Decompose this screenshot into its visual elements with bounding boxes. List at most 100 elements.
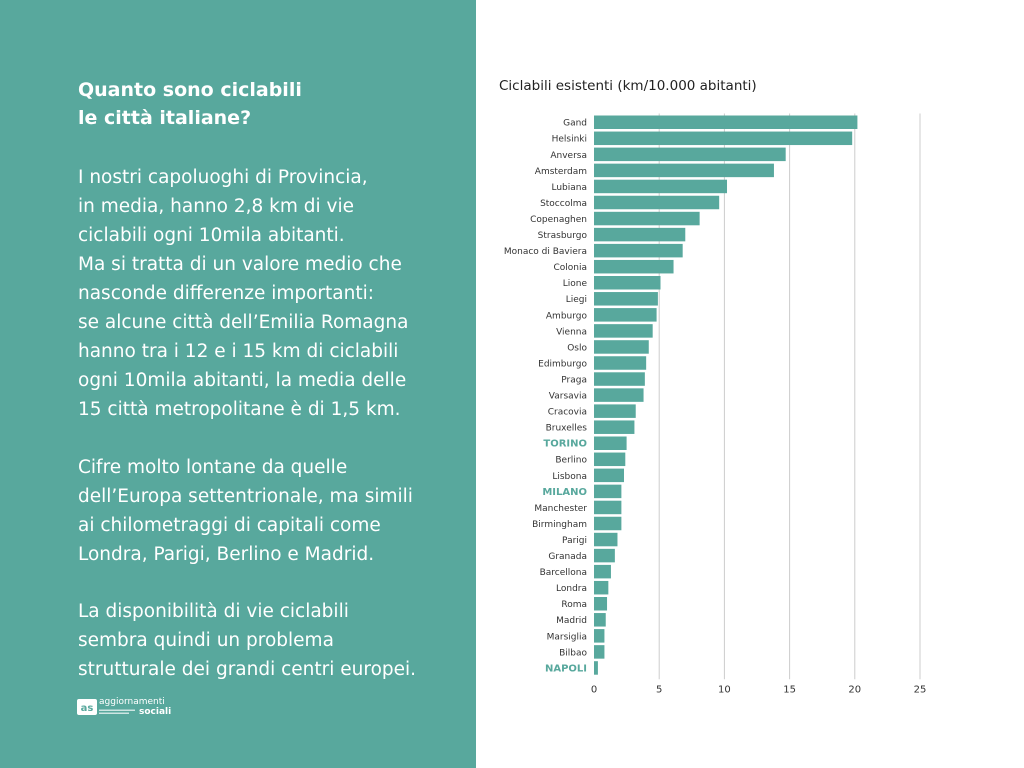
x-tick-label: 10: [718, 684, 731, 695]
category-label: Cracovia: [548, 408, 587, 418]
category-label: Liegi: [566, 295, 587, 305]
category-label: Roma: [561, 600, 587, 610]
bar: [594, 147, 786, 162]
paragraph-line: hanno tra i 12 e i 15 km di ciclabili: [78, 341, 399, 362]
category-label: Granada: [548, 552, 587, 562]
paragraph-line: ogni 10mila abitanti, la media delle: [78, 370, 407, 391]
paragraph-line: Cifre molto lontane da quelle: [78, 457, 348, 478]
paragraph-line: nasconde differenze importanti:: [78, 283, 374, 304]
category-label: Anversa: [550, 151, 587, 161]
category-label: Bilbao: [559, 648, 587, 658]
category-label: Manchester: [534, 504, 587, 514]
category-label: Lisbona: [552, 472, 587, 482]
bar: [594, 661, 598, 675]
bar: [594, 259, 674, 274]
bar: [594, 388, 644, 402]
bar: [594, 324, 653, 338]
category-label: Monaco di Baviera: [504, 247, 587, 257]
bar: [594, 436, 627, 450]
x-tick-label: 20: [848, 684, 861, 695]
bar: [594, 227, 686, 242]
category-label: Birmingham: [532, 520, 587, 530]
category-label: Barcellona: [540, 568, 587, 578]
bar: [594, 452, 626, 467]
bar: [594, 468, 624, 483]
left-panel: Quanto sono ciclabili le città italiane?…: [0, 0, 476, 768]
category-label: NAPOLI: [545, 663, 587, 674]
bar: [594, 163, 774, 178]
bar: [594, 580, 609, 595]
logo-text-line-1: aggiornamenti: [99, 697, 165, 707]
x-tick-label: 15: [783, 684, 796, 695]
bar: [594, 292, 658, 306]
logo-fine-print-icon: [99, 709, 135, 714]
x-tick-label: 25: [914, 684, 927, 695]
category-label: Gand: [563, 119, 587, 129]
logo-mark-icon: as: [77, 699, 97, 715]
category-label: Edimburgo: [538, 359, 587, 369]
paragraph-line: in media, hanno 2,8 km di vie: [78, 196, 354, 217]
paragraph-line: se alcune città dell’Emilia Romagna: [78, 312, 409, 333]
paragraph-3: La disponibilità di vie ciclabili sembra …: [78, 597, 458, 684]
bar: [594, 179, 728, 194]
paragraph-line: Ma si tratta di un valore medio che: [78, 254, 402, 275]
bar: [594, 484, 622, 499]
bar: [594, 356, 647, 370]
x-tick-label: 0: [591, 684, 597, 695]
paragraph-line: 15 città metropolitane è di 1,5 km.: [78, 399, 401, 420]
bar: [594, 115, 858, 129]
bar: [594, 211, 700, 226]
paragraph-line: sembra quindi un problema: [78, 630, 334, 651]
bar: [594, 340, 649, 354]
x-tick-label: 5: [656, 684, 662, 695]
bar: [594, 613, 606, 627]
bar: [594, 308, 657, 322]
paragraph-line: Londra, Parigi, Berlino e Madrid.: [78, 544, 375, 565]
bar: [594, 372, 645, 386]
category-label: Lione: [563, 279, 588, 289]
category-label: Londra: [556, 584, 587, 594]
chart-title: Ciclabili esistenti (km/10.000 abitanti): [499, 78, 757, 94]
category-label: Parigi: [562, 536, 587, 546]
category-label: Copenaghen: [530, 215, 587, 225]
bar: [594, 276, 661, 290]
category-label: TORINO: [543, 439, 587, 450]
category-label: Oslo: [567, 343, 587, 353]
bar: [594, 629, 605, 643]
category-label: Lubiana: [551, 183, 587, 193]
paragraph-line: ciclabili ogni 10mila abitanti.: [78, 225, 345, 246]
category-label: Berlino: [555, 456, 587, 466]
category-label: Amsterdam: [535, 167, 587, 177]
paragraph-1: I nostri capoluoghi di Provincia, in medi…: [78, 163, 458, 424]
bar: [594, 420, 635, 434]
category-label: Strasburgo: [538, 231, 588, 241]
category-label: Bruxelles: [546, 424, 588, 434]
paragraph-line: La disponibilità di vie ciclabili: [78, 601, 349, 622]
title-line-1: Quanto sono ciclabili: [78, 79, 302, 101]
category-label: Stoccolma: [540, 199, 587, 209]
bar: [594, 500, 622, 515]
bar: [594, 548, 615, 563]
category-label: Vienna: [556, 327, 587, 337]
bar: [594, 404, 636, 418]
paragraph-line: dell’Europa settentrionale, ma simili: [78, 486, 413, 507]
category-label: Amburgo: [546, 311, 588, 321]
category-label: Madrid: [556, 616, 587, 626]
svg-text:as: as: [81, 703, 94, 714]
bar: [594, 243, 683, 258]
category-label: Marsiglia: [547, 632, 587, 642]
paragraph-line: ai chilometraggi di capitali come: [78, 515, 381, 536]
paragraph-line: strutturale dei grandi centri europei.: [78, 659, 417, 680]
bar: [594, 597, 608, 611]
logo-text-line-2: sociali: [139, 707, 172, 717]
category-label: Helsinki: [552, 135, 587, 145]
aggiornamenti-sociali-logo: as aggiornamenti sociali: [77, 697, 207, 717]
bar: [594, 131, 853, 146]
category-label: MILANO: [542, 487, 587, 498]
paragraph-2: Cifre molto lontane da quelle dell’Europa…: [78, 453, 458, 569]
bar: [594, 532, 618, 547]
bar: [594, 516, 622, 531]
paragraph-line: I nostri capoluoghi di Provincia,: [78, 167, 368, 188]
bar: [594, 645, 605, 659]
